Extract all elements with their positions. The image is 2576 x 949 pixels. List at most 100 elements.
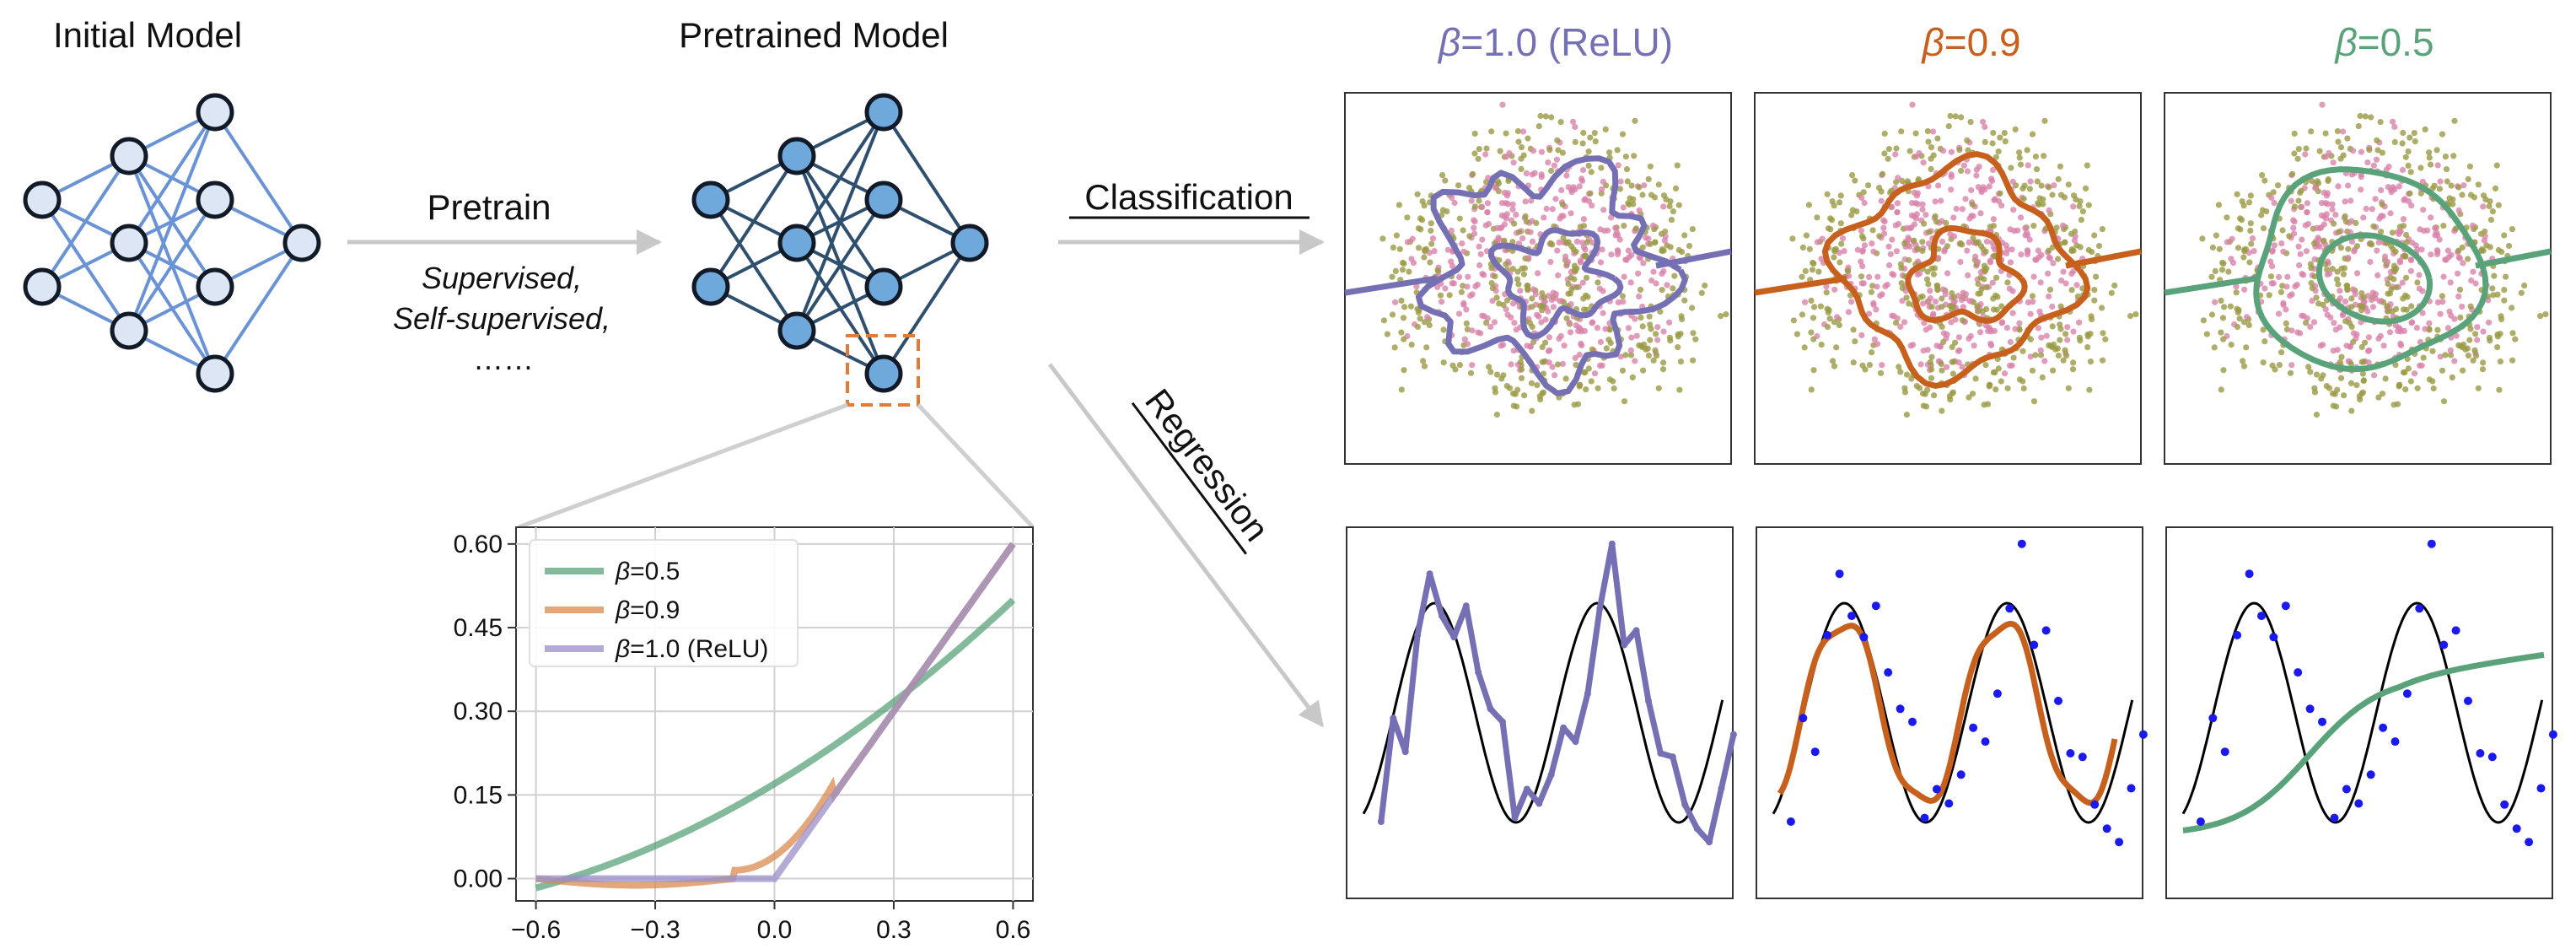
data-point [2439, 299, 2446, 305]
data-point [2474, 324, 2481, 331]
data-point [1932, 213, 1939, 219]
data-point [1612, 224, 1619, 231]
data-point [2038, 182, 2045, 189]
regression-data-point [1920, 813, 1929, 822]
data-point [2294, 329, 2301, 336]
data-point [1476, 146, 1482, 153]
regression-data-point [1475, 669, 1482, 677]
neuron-node [23, 181, 62, 219]
data-point [1686, 242, 1693, 250]
data-point [2099, 226, 2105, 233]
data-point [1930, 271, 1937, 278]
data-point [1606, 376, 1613, 383]
decision-boundary-inner [2316, 232, 2433, 325]
data-point [2287, 293, 2294, 299]
data-point [1562, 375, 1569, 382]
data-point [1579, 140, 1586, 147]
data-point [2444, 178, 2450, 185]
data-point [2434, 326, 2441, 333]
data-point [2396, 382, 2402, 389]
data-point [1950, 294, 1957, 300]
data-point [1718, 313, 1724, 320]
data-point [1589, 346, 1595, 353]
data-point [2248, 240, 2255, 247]
data-point [2375, 239, 2382, 245]
data-point [1958, 114, 1965, 121]
data-point [1554, 247, 1561, 254]
data-point [1625, 247, 1632, 254]
data-point [1916, 385, 1923, 391]
data-point [2387, 274, 2394, 281]
data-point [1852, 338, 1858, 345]
regression-data-point [2245, 569, 2254, 579]
data-point [1379, 235, 1386, 242]
data-point [2464, 345, 2471, 352]
data-point [2501, 287, 2508, 294]
data-point [2032, 256, 2039, 263]
data-point [2465, 352, 2471, 359]
data-point [2009, 362, 2015, 369]
data-point [2400, 216, 2407, 223]
regression-data-point [2102, 824, 2111, 833]
data-point [1960, 162, 1967, 169]
data-point [2345, 245, 2352, 252]
data-point [1596, 285, 1603, 292]
data-point [1420, 358, 1427, 364]
data-point [2208, 273, 2215, 280]
data-point [1448, 227, 1455, 234]
data-point [1869, 227, 1876, 234]
data-point [1839, 235, 1847, 242]
data-point [1584, 239, 1590, 245]
data-point [2419, 310, 2426, 316]
data-point [1645, 175, 1652, 182]
data-point [2018, 214, 2025, 221]
data-point [1401, 336, 1407, 342]
regression-data-point [1499, 718, 1506, 725]
regression-data-point [2005, 604, 2014, 613]
data-point [1471, 217, 1477, 224]
data-point [1524, 283, 1530, 289]
data-point [1549, 241, 1556, 248]
data-point [1831, 286, 1838, 293]
data-point [1591, 370, 1599, 377]
data-point [1992, 196, 1998, 202]
data-point [2200, 317, 2207, 324]
data-point [2334, 127, 2341, 135]
data-point [2037, 279, 2044, 286]
data-point [1619, 293, 1626, 299]
data-point [1620, 204, 1627, 211]
data-point [2449, 374, 2455, 380]
data-point [2291, 203, 2298, 210]
data-point [1611, 385, 1617, 392]
column-header-beta-05: β=0.5 [2333, 20, 2433, 64]
data-point [2331, 220, 2337, 227]
data-point [1689, 226, 1696, 233]
data-point [1460, 299, 1467, 306]
data-point [1410, 260, 1417, 267]
data-point [2038, 251, 2045, 258]
data-point [2102, 336, 2109, 342]
network-edge [795, 198, 885, 332]
data-point [1605, 227, 1611, 234]
data-point [2432, 224, 2439, 231]
data-point [1491, 319, 1498, 326]
data-point [2268, 194, 2275, 202]
data-point [1600, 178, 1606, 185]
regression-data-point [1584, 690, 1591, 698]
data-point [1968, 186, 1975, 194]
data-point [1805, 202, 1812, 208]
data-point [2400, 129, 2407, 137]
data-point [2007, 226, 2014, 233]
data-point [1545, 159, 1552, 166]
data-point [2239, 198, 2245, 205]
data-point [2309, 298, 2315, 305]
data-point [1933, 283, 1940, 289]
data-point [2261, 285, 2268, 292]
data-point [1920, 300, 1927, 307]
data-point [2304, 209, 2310, 216]
network-edge [709, 154, 799, 288]
data-point [2397, 340, 2404, 347]
data-point [1675, 333, 1681, 340]
data-point [1652, 239, 1659, 246]
data-point [2342, 198, 2348, 205]
